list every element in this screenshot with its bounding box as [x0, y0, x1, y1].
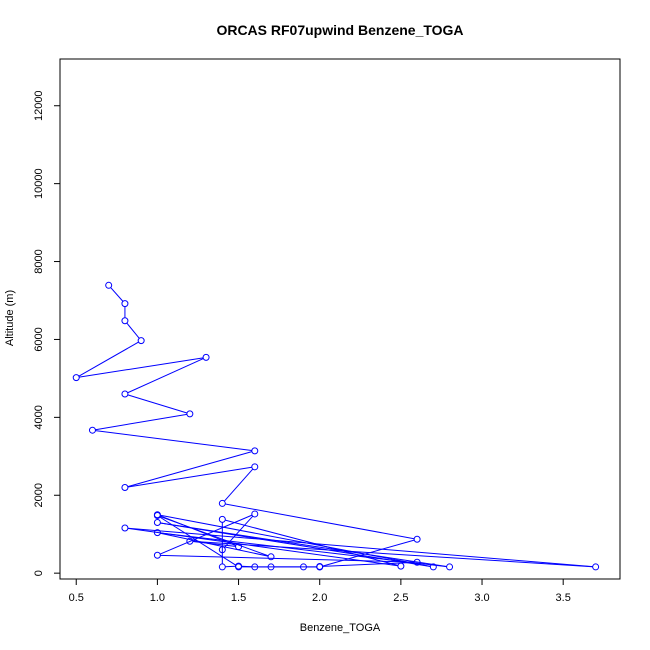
data-point: [137, 337, 145, 345]
data-point: [429, 563, 437, 571]
series-segment: [322, 539, 415, 567]
data-point: [592, 563, 600, 571]
data-point: [251, 447, 259, 455]
series-segment: [127, 394, 188, 414]
data-point: [235, 543, 243, 551]
x-tick-label: 2.0: [312, 592, 327, 604]
y-tick-label: 12000: [33, 90, 45, 121]
data-point: [397, 562, 405, 570]
data-point: [153, 551, 161, 559]
series-segment: [322, 561, 415, 567]
series-segment: [127, 527, 398, 567]
y-tick-label: 10000: [33, 168, 45, 199]
series-segment: [95, 430, 252, 451]
series-segment: [223, 468, 254, 502]
series-segment: [127, 451, 253, 488]
series-segment: [160, 514, 431, 567]
x-tick-label: 1.0: [150, 592, 165, 604]
data-point: [267, 553, 275, 561]
data-point: [153, 519, 161, 527]
x-axis-label: Benzene_TOGA: [300, 622, 381, 634]
x-axis: 0.5 1.0 1.5 2.0 2.5 3.0 3.5: [69, 579, 571, 604]
series-segment: [95, 413, 187, 431]
data-point: [186, 410, 194, 418]
y-tick-label: 6000: [33, 327, 45, 351]
series-segment: [79, 357, 204, 378]
series-segment: [159, 515, 236, 547]
data-point: [251, 563, 259, 571]
series-segment: [225, 503, 415, 540]
data-point: [121, 524, 129, 532]
data-point: [121, 390, 129, 398]
series-segment: [159, 514, 253, 555]
data-point: [299, 563, 307, 571]
chart-title: ORCAS RF07upwind Benzene_TOGA: [216, 22, 463, 38]
data-point: [88, 426, 96, 434]
data-point: [316, 563, 324, 571]
data-point: [267, 563, 275, 571]
x-tick-label: 3.5: [556, 592, 571, 604]
data-point: [218, 563, 226, 571]
data-point: [218, 515, 226, 523]
data-point: [446, 563, 454, 571]
data-point: [251, 463, 259, 471]
series-segment: [110, 287, 124, 302]
x-tick-label: 1.5: [231, 592, 246, 604]
x-tick-label: 0.5: [69, 592, 84, 604]
data-point: [202, 353, 210, 361]
series-segment: [127, 466, 252, 488]
data-point: [413, 535, 421, 543]
series-segment: [223, 515, 254, 548]
y-tick-label: 0: [33, 570, 45, 576]
data-point: [218, 499, 226, 507]
series-segment: [192, 540, 593, 568]
y-axis: 0 2000 4000 6000 8000 10000 12000: [33, 90, 60, 576]
y-tick-label: 2000: [33, 483, 45, 507]
data-point: [121, 483, 129, 491]
data-point: [186, 537, 194, 545]
data-point: [153, 529, 161, 537]
series-line: [78, 287, 593, 568]
series-points: [72, 281, 600, 571]
y-axis-label: Altitude (m): [4, 290, 16, 346]
series-segment: [160, 532, 269, 557]
x-tick-label: 3.0: [474, 592, 489, 604]
series-segment: [126, 322, 140, 339]
y-tick-label: 4000: [33, 405, 45, 429]
series-segment: [225, 519, 399, 566]
data-point: [121, 300, 129, 308]
data-point: [121, 317, 129, 325]
x-tick-label: 2.5: [393, 592, 408, 604]
data-point: [235, 562, 243, 570]
series-segment: [127, 358, 204, 394]
data-point: [105, 281, 113, 289]
data-point: [251, 510, 259, 518]
series-segment: [160, 554, 415, 563]
data-point: [72, 374, 80, 382]
y-tick-label: 8000: [33, 249, 45, 273]
series-segment: [78, 341, 139, 377]
series-segment: [160, 522, 431, 567]
plot-area-frame: [59, 58, 621, 580]
data-point: [413, 558, 421, 566]
data-point: [153, 511, 161, 519]
data-point: [218, 546, 226, 554]
